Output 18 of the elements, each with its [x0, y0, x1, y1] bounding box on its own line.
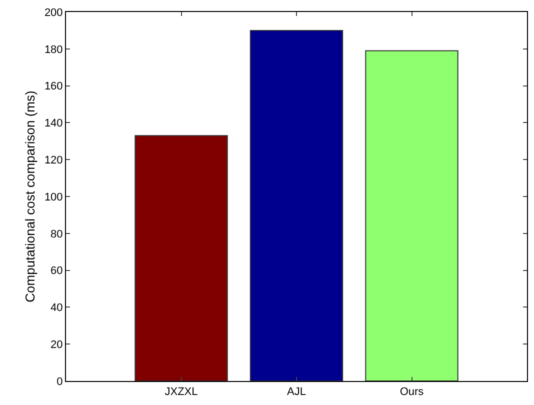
y-tick-label: 200 [44, 6, 63, 19]
bar [365, 50, 458, 381]
y-tick-label: 160 [44, 80, 63, 93]
bar [134, 135, 228, 381]
x-tick-label: AJL [287, 386, 306, 398]
y-tick-label: 140 [44, 118, 63, 130]
x-tick-label: Ours [400, 386, 424, 398]
y-tick-label: 60 [50, 265, 63, 278]
y-tick-label: 120 [44, 154, 63, 166]
y-tick-label: 100 [44, 191, 63, 204]
y-tick-label: 20 [50, 338, 63, 351]
y-tick-label: 180 [44, 44, 63, 56]
y-tick-label: 0 [56, 376, 63, 388]
y-axis-title: Computational cost comparison (ms) [22, 90, 38, 302]
y-tick-label: 40 [50, 302, 63, 314]
y-tick-label: 80 [50, 228, 63, 240]
x-tick-label: JXZXL [164, 386, 198, 398]
bar [250, 30, 344, 381]
